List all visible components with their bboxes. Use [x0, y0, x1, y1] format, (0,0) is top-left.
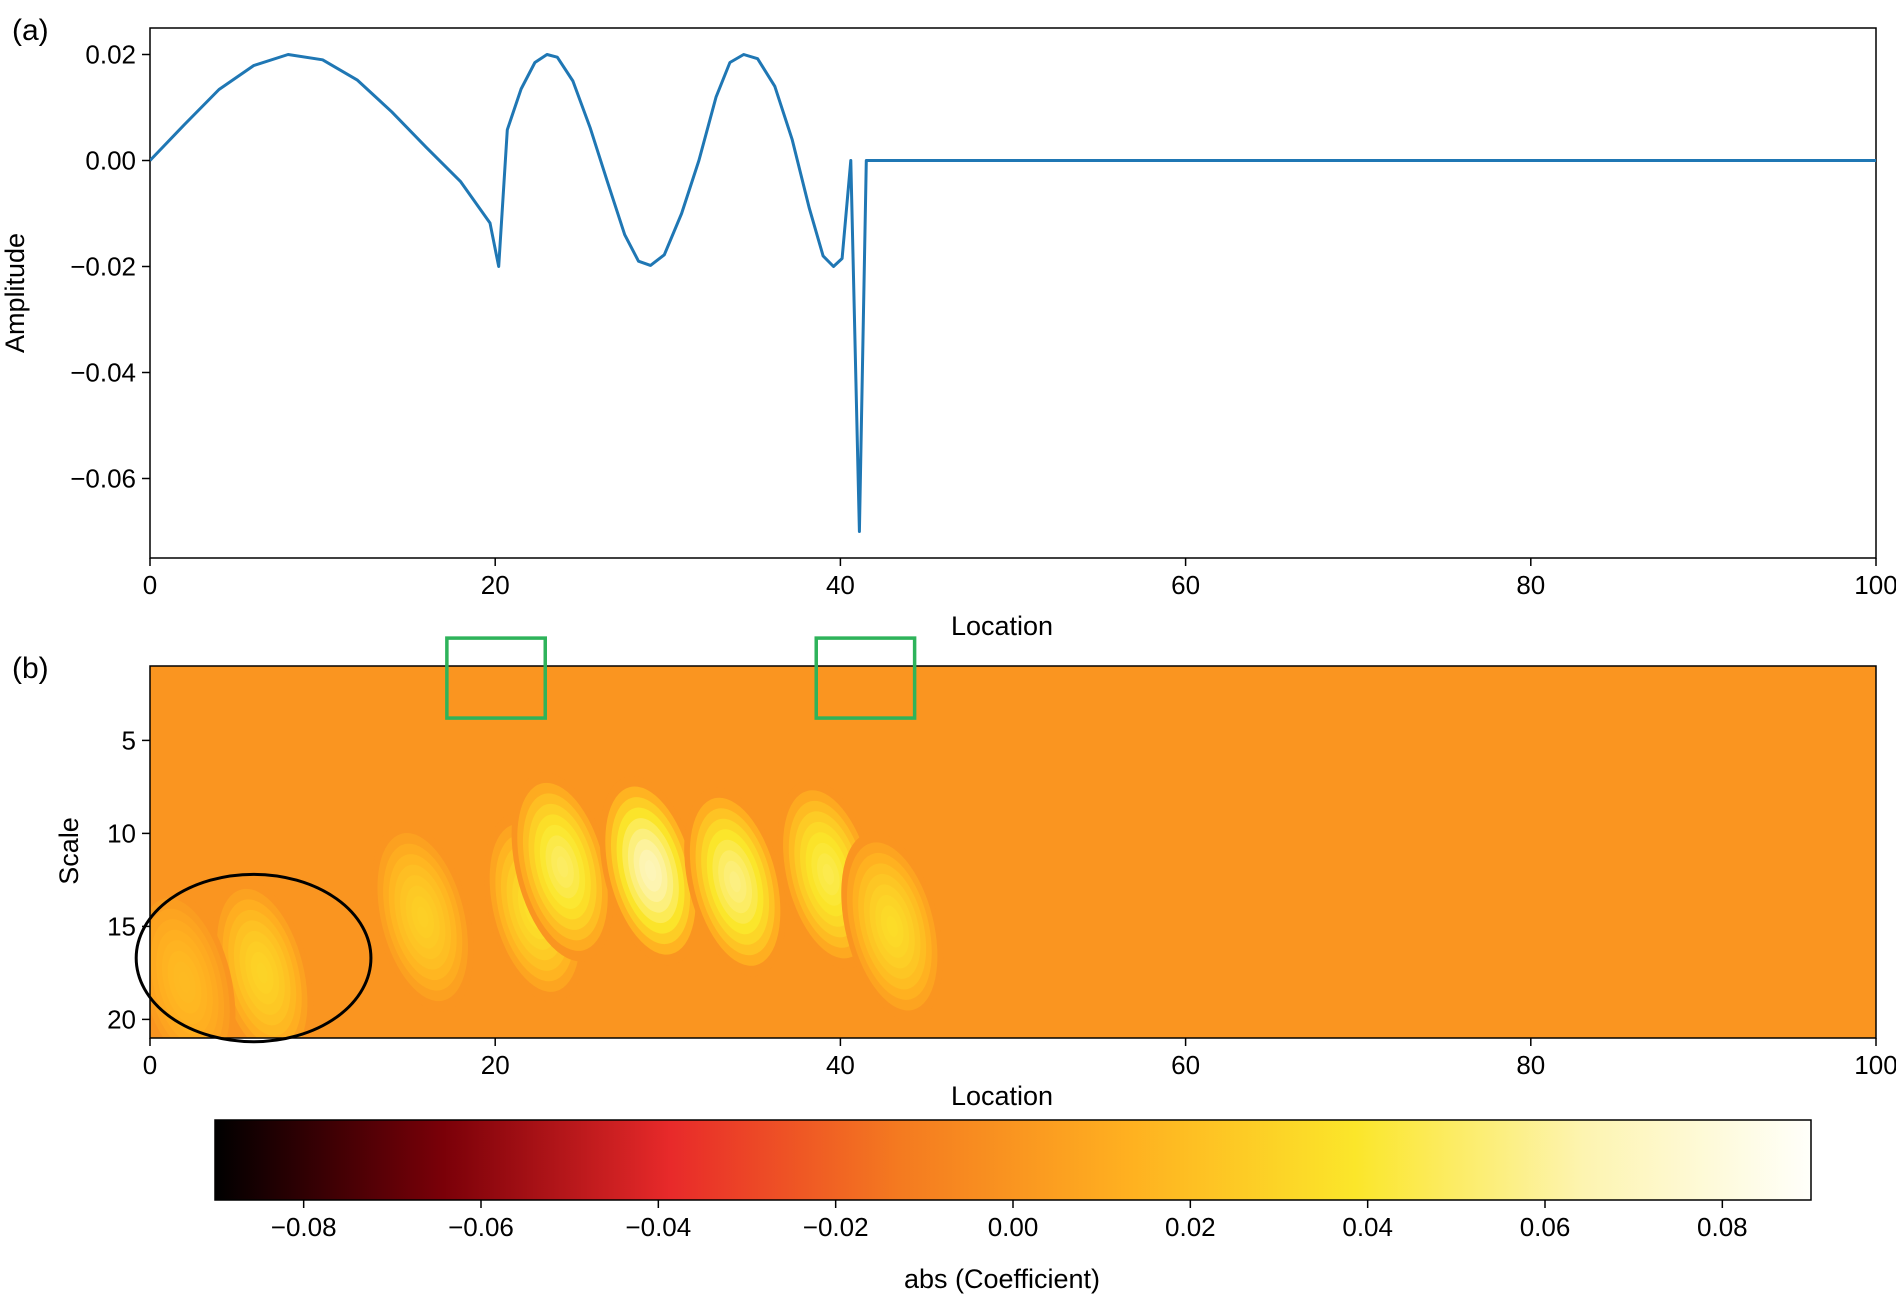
scalogram-heatmap — [150, 666, 1876, 1038]
panel-a-ylabel: Amplitude — [0, 233, 30, 353]
colorbar-ticks: −0.08 −0.06 −0.04 −0.02 0.00 0.02 0.04 0.06 0.08 — [271, 1200, 1748, 1242]
panel-b-ylabel: Scale — [54, 817, 84, 885]
panel-a-y-tick-label: −0.06 — [70, 464, 136, 494]
panel-a-y-tick-label: −0.02 — [70, 252, 136, 282]
colorbar-gradient-bar — [214, 1119, 1812, 1201]
colorbar-tick-label: 0.06 — [1520, 1212, 1571, 1242]
panel-a-x-tick-label: 20 — [481, 570, 510, 600]
heatmap-blob — [684, 787, 787, 977]
heatmap-contour — [729, 871, 741, 893]
panel-b-x-tick-label: 20 — [481, 1050, 510, 1080]
panel-b-y-tick-label: 5 — [122, 725, 136, 755]
heatmap-blob — [371, 822, 474, 1012]
heatmap-blob — [511, 772, 614, 962]
panel-b-y-tick-label: 15 — [107, 911, 136, 941]
panel-b-y-tick-label: 20 — [107, 1004, 136, 1034]
panel-b-xlabel: Location — [951, 1081, 1053, 1111]
panel-a-x-tick-label: 40 — [826, 570, 855, 600]
panel-b-plot-frame — [149, 665, 1877, 1039]
colorbar-tick-label: 0.02 — [1165, 1212, 1216, 1242]
heatmap-blob — [841, 831, 944, 1021]
panel-a-label: (a) — [12, 14, 49, 47]
panel-b-label: (b) — [12, 652, 49, 685]
amplitude-series-line — [150, 53, 1876, 533]
highlight-rectangle — [445, 636, 548, 720]
heatmap-contour — [644, 860, 657, 882]
panel-a-x-tick-label: 0 — [143, 570, 157, 600]
colorbar-tick-label: 0.00 — [988, 1212, 1039, 1242]
panel-b-x-tick-label: 80 — [1516, 1050, 1545, 1080]
heatmap-blob — [211, 878, 314, 1038]
colorbar: −0.08 −0.06 −0.04 −0.02 0.00 0.02 0.04 0.06 0.08… — [214, 1119, 1812, 1294]
panel-b-x-tick-label: 60 — [1171, 1050, 1200, 1080]
colorbar-label: abs (Coefficient) — [904, 1264, 1100, 1294]
panel-a-xlabel: Location — [951, 611, 1053, 641]
panel-b-x-tick-label: 100 — [1854, 1050, 1896, 1080]
colorbar-tick-label: −0.04 — [625, 1212, 691, 1242]
colorbar-tick-label: −0.02 — [803, 1212, 869, 1242]
colorbar-tick-label: 0.04 — [1342, 1212, 1393, 1242]
panel-a-y-ticks: 0.02 0.00 −0.02 −0.04 −0.06 — [70, 40, 150, 494]
panel-a: (a) 0 20 40 60 80 100 0.02 0.00 −0.02 −0.04 −0.06… — [0, 14, 1896, 641]
panel-a-y-tick-label: 0.02 — [85, 40, 136, 70]
colorbar-tick-label: −0.08 — [271, 1212, 337, 1242]
highlight-ellipse — [134, 872, 373, 1044]
panel-b-y-tick-label: 10 — [107, 818, 136, 848]
heatmap-contour — [556, 856, 569, 878]
panel-a-y-tick-label: 0.00 — [85, 146, 136, 176]
colorbar-tick-label: −0.06 — [448, 1212, 514, 1242]
panel-a-y-tick-label: −0.04 — [70, 358, 136, 388]
colorbar-tick-label: 0.08 — [1697, 1212, 1748, 1242]
heatmap-contour — [178, 971, 191, 993]
panel-a-x-tick-label: 100 — [1854, 570, 1896, 600]
heatmap-contour — [417, 906, 429, 928]
heatmap-contour — [256, 962, 268, 984]
panel-a-x-tick-label: 60 — [1171, 570, 1200, 600]
panel-b-annotations — [134, 636, 917, 1044]
heatmap-blob — [599, 776, 702, 966]
panel-b-y-ticks: 5 10 15 20 — [107, 725, 150, 1034]
panel-a-x-ticks: 0 20 40 60 80 100 — [143, 558, 1896, 600]
panel-b-x-tick-label: 40 — [826, 1050, 855, 1080]
heatmap-blob — [150, 887, 236, 1038]
panel-a-plot-frame — [149, 27, 1877, 559]
panel-b-x-ticks: 0 20 40 60 80 100 — [143, 1038, 1896, 1080]
heatmap-contour — [822, 863, 834, 885]
highlight-rectangle — [814, 636, 917, 720]
panel-a-x-tick-label: 80 — [1516, 570, 1545, 600]
heatmap-contour — [886, 915, 898, 937]
panel-b-x-tick-label: 0 — [143, 1050, 157, 1080]
